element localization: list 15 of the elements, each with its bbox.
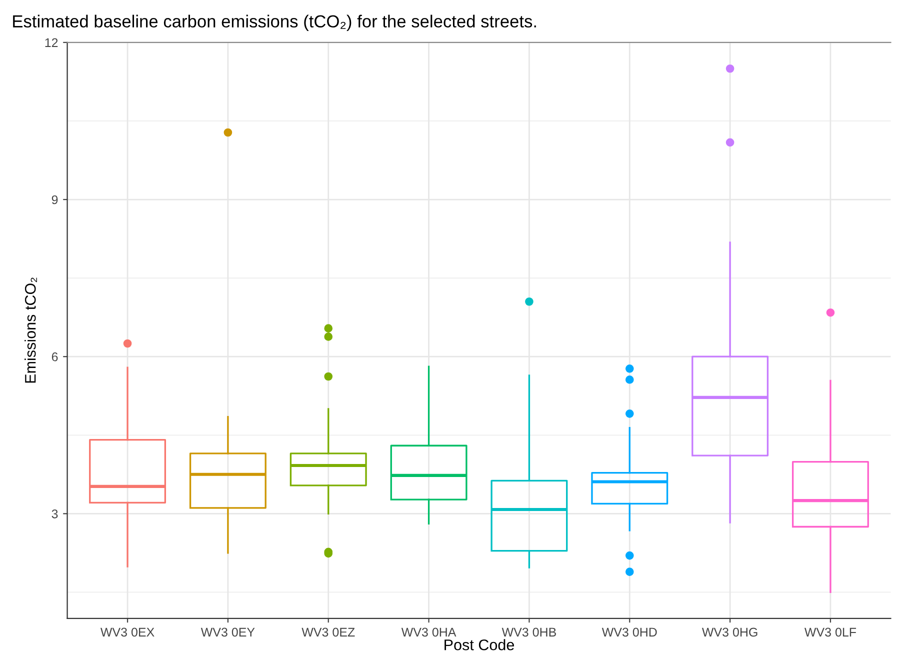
x-tick-label: WV3 0EX — [100, 628, 154, 637]
x-axis-title: Post Code — [444, 639, 514, 650]
y-tick-label: 6 — [52, 352, 58, 362]
y-tick-label: 9 — [52, 195, 58, 204]
y-axis-title: Emissions tCO₂ — [24, 278, 37, 383]
x-tick-label: WV3 0LF — [804, 628, 856, 637]
x-tick-label: WV3 0HG — [702, 628, 758, 637]
y-tick-label: 3 — [52, 509, 58, 518]
x-tick-label: WV3 0HB — [502, 628, 556, 637]
chart-title: Estimated baseline carbon emissions (tCO₂) for the selected streets. — [13, 14, 536, 31]
y-tick-label: 12 — [45, 38, 58, 47]
x-tick-label: WV3 0HD — [602, 628, 657, 637]
x-tick-label: WV3 0EY — [200, 628, 255, 637]
x-tick-label: WV3 0HA — [401, 628, 456, 637]
x-tick-label: WV3 0EZ — [302, 628, 355, 637]
